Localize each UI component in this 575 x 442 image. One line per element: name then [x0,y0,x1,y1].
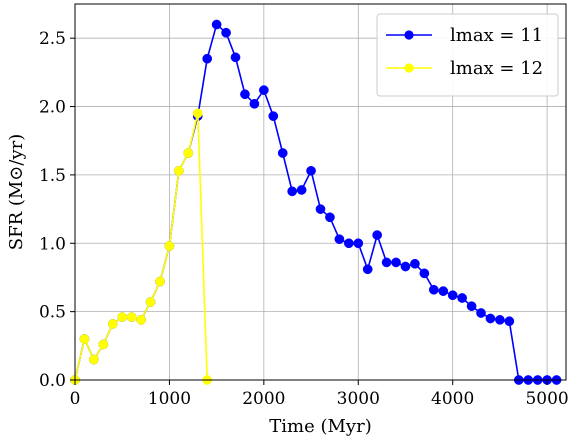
data-point [428,284,439,295]
y-tick-label: 1.0 [39,234,66,254]
data-point [183,148,194,158]
data-point [476,308,486,318]
x-tick-label: 0 [70,389,81,409]
data-point [325,212,335,223]
x-tick-label: 2000 [242,389,285,409]
y-axis-label: SFR (M⊙/yr) [6,134,27,251]
data-point [164,241,175,251]
data-point [117,312,128,322]
data-point [447,290,458,301]
data-point [126,312,137,322]
data-point [211,19,222,30]
data-point [391,257,401,268]
legend-label: lmax = 11 [450,25,543,46]
data-point [145,297,156,307]
data-point [89,354,99,365]
data-point [495,314,505,325]
ticks: 0 1000 2000 3000 4000 5000 0.0 0.5 1.0 1.5 2.0 2.5 [39,29,569,409]
data-point [240,89,250,100]
x-tick-label: 1000 [148,389,191,409]
legend: lmax = 11 lmax = 12 [376,13,559,97]
data-point [466,301,477,312]
data-point [268,111,279,121]
data-point [258,85,269,95]
data-point [230,52,241,63]
data-point [107,319,118,329]
data-point [155,276,165,287]
data-point [192,108,203,119]
data-point [419,268,430,279]
data-point [249,98,260,109]
data-point [334,234,345,245]
data-point [306,165,316,176]
data-point [296,185,307,195]
y-tick-label: 0.5 [39,303,66,323]
data-point [79,334,90,344]
x-tick-label: 4000 [431,389,474,409]
data-point [136,314,146,325]
data-point [400,261,411,272]
data-point [174,165,184,176]
data-point [485,313,496,324]
x-tick-label: 5000 [525,389,568,409]
data-point [202,53,213,64]
data-point [362,264,373,275]
data-point [504,316,515,327]
legend-label: lmax = 12 [450,58,543,79]
data-point [381,257,392,268]
x-tick-label: 3000 [337,389,380,409]
data-point [372,230,383,240]
data-point [438,286,449,296]
plot-frame [74,3,567,381]
series-layer [70,19,562,385]
y-tick-label: 0.0 [39,371,66,391]
data-point [353,238,364,249]
legend-marker [404,63,414,73]
data-point [221,27,231,38]
data-point [287,186,298,197]
data-point [343,238,354,249]
data-point [277,148,288,158]
data-point [315,204,326,214]
data-point [457,293,467,303]
data-point [410,258,420,269]
legend-marker [404,30,414,40]
x-axis-label: Time (Myr) [269,416,371,437]
y-tick-label: 1.5 [39,166,66,186]
data-point [98,339,109,350]
y-tick-label: 2.0 [39,98,66,118]
y-tick-label: 2.5 [39,29,66,49]
